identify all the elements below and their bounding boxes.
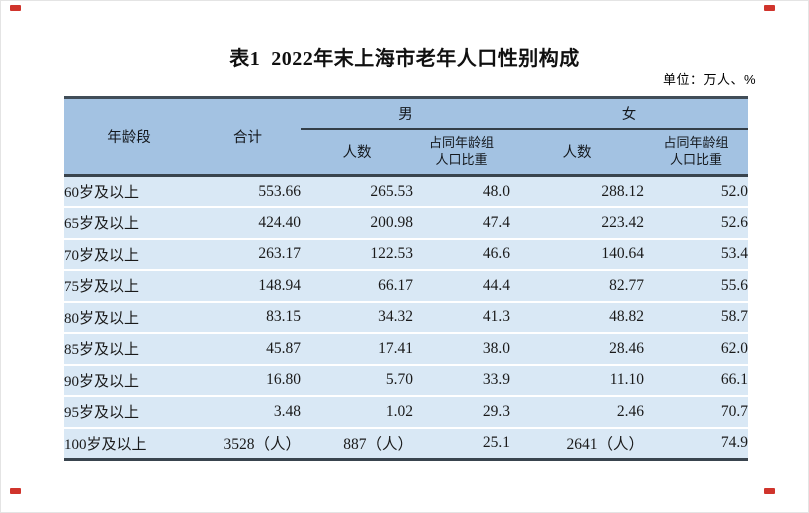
male-share-cell: 46.6 — [413, 237, 510, 270]
male-share-cell: 25.1 — [413, 426, 510, 459]
age-group-cell: 95岁及以上 — [64, 395, 194, 428]
female-count-cell: 223.42 — [510, 206, 644, 239]
header-male-share: 占同年龄组 人口比重 — [413, 128, 510, 177]
header-female-count: 人数 — [510, 128, 644, 177]
male-share-cell: 48.0 — [413, 175, 510, 207]
table-row: 95岁及以上 3.48 1.02 29.3 2.46 70.7 — [64, 395, 748, 428]
male-count-cell: 887（人） — [301, 426, 413, 459]
male-share-cell: 33.9 — [413, 363, 510, 396]
total-cell: 263.17 — [194, 237, 301, 270]
female-share-cell: 53.4 — [644, 237, 748, 270]
table-row: 80岁及以上 83.15 34.32 41.3 48.82 58.7 — [64, 300, 748, 333]
male-count-cell: 122.53 — [301, 237, 413, 270]
table-row: 65岁及以上 424.40 200.98 47.4 223.42 52.6 — [64, 206, 748, 239]
header-row-sub: 人数 占同年龄组 人口比重 人数 占同年龄组 人口比重 — [64, 128, 748, 177]
age-group-cell: 90岁及以上 — [64, 363, 194, 396]
age-group-cell: 75岁及以上 — [64, 269, 194, 302]
table-row: 100岁及以上 3528（人） 887（人） 25.1 2641（人） 74.9 — [64, 426, 748, 459]
header-male-count: 人数 — [301, 128, 413, 177]
table-row: 85岁及以上 45.87 17.41 38.0 28.46 62.0 — [64, 332, 748, 365]
female-share-cell: 62.0 — [644, 332, 748, 365]
male-count-cell: 1.02 — [301, 395, 413, 428]
female-share-cell: 74.9 — [644, 426, 748, 459]
female-count-cell: 140.64 — [510, 237, 644, 270]
corner-mark-bottom-right-icon — [764, 488, 775, 494]
female-share-cell: 52.6 — [644, 206, 748, 239]
table-row: 75岁及以上 148.94 66.17 44.4 82.77 55.6 — [64, 269, 748, 302]
male-count-cell: 34.32 — [301, 300, 413, 333]
total-cell: 424.40 — [194, 206, 301, 239]
share-label-line2: 人口比重 — [669, 151, 722, 167]
share-label-line1: 占同年龄组 — [663, 134, 729, 150]
female-share-cell: 55.6 — [644, 269, 748, 302]
table-body: 60岁及以上 553.66 265.53 48.0 288.12 52.0 65… — [64, 175, 748, 459]
male-share-cell: 38.0 — [413, 332, 510, 365]
age-group-cell: 85岁及以上 — [64, 332, 194, 365]
header-male: 男 — [301, 97, 510, 130]
corner-mark-top-left-icon — [10, 5, 21, 11]
male-count-cell: 17.41 — [301, 332, 413, 365]
total-cell: 553.66 — [194, 175, 301, 207]
age-group-cell: 70岁及以上 — [64, 237, 194, 270]
female-count-cell: 288.12 — [510, 175, 644, 207]
header-female: 女 — [510, 97, 748, 130]
female-count-cell: 28.46 — [510, 332, 644, 365]
male-share-cell: 29.3 — [413, 395, 510, 428]
corner-mark-top-right-icon — [764, 5, 775, 11]
female-share-cell: 70.7 — [644, 395, 748, 428]
header-row-main: 年龄段 合计 男 女 — [64, 97, 748, 177]
table-row: 90岁及以上 16.80 5.70 33.9 11.10 66.1 — [64, 363, 748, 396]
male-count-cell: 66.17 — [301, 269, 413, 302]
table-row: 70岁及以上 263.17 122.53 46.6 140.64 53.4 — [64, 237, 748, 270]
elderly-population-table: 年龄段 合计 男 女 人数 占同年龄组 人口比重 人数 占同年龄组 人口比重 60岁… — [64, 96, 748, 461]
female-share-cell: 66.1 — [644, 363, 748, 396]
male-count-cell: 5.70 — [301, 363, 413, 396]
female-share-cell: 58.7 — [644, 300, 748, 333]
age-group-cell: 65岁及以上 — [64, 206, 194, 239]
female-count-cell: 82.77 — [510, 269, 644, 302]
total-cell: 3528（人） — [194, 426, 301, 459]
age-group-cell: 100岁及以上 — [64, 426, 194, 459]
female-count-cell: 2641（人） — [510, 426, 644, 459]
header-age-group: 年龄段 — [64, 97, 194, 177]
table-title: 表1 2022年末上海市老年人口性别构成 — [229, 48, 580, 70]
total-cell: 148.94 — [194, 269, 301, 302]
share-label-line2: 人口比重 — [435, 151, 488, 167]
table-row: 60岁及以上 553.66 265.53 48.0 288.12 52.0 — [64, 175, 748, 207]
total-cell: 45.87 — [194, 332, 301, 365]
female-count-cell: 11.10 — [510, 363, 644, 396]
table-header: 年龄段 合计 男 女 人数 占同年龄组 人口比重 人数 占同年龄组 人口比重 — [64, 97, 748, 177]
total-cell: 16.80 — [194, 363, 301, 396]
female-share-cell: 52.0 — [644, 175, 748, 207]
age-group-cell: 80岁及以上 — [64, 300, 194, 333]
share-label-line1: 占同年龄组 — [428, 134, 494, 150]
unit-note: 单位：万人、% — [662, 72, 756, 87]
male-count-cell: 265.53 — [301, 175, 413, 207]
total-cell: 3.48 — [194, 395, 301, 428]
female-count-cell: 2.46 — [510, 395, 644, 428]
male-share-cell: 41.3 — [413, 300, 510, 333]
header-total: 合计 — [194, 97, 301, 177]
total-cell: 83.15 — [194, 300, 301, 333]
corner-mark-bottom-left-icon — [10, 488, 21, 494]
age-group-cell: 60岁及以上 — [64, 175, 194, 207]
male-share-cell: 44.4 — [413, 269, 510, 302]
header-female-share: 占同年龄组 人口比重 — [644, 128, 748, 177]
male-count-cell: 200.98 — [301, 206, 413, 239]
female-count-cell: 48.82 — [510, 300, 644, 333]
male-share-cell: 47.4 — [413, 206, 510, 239]
